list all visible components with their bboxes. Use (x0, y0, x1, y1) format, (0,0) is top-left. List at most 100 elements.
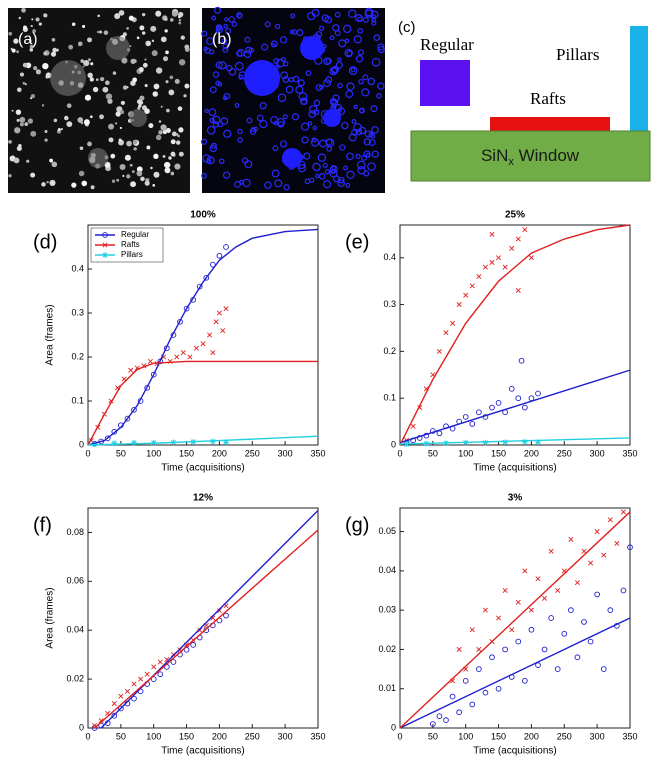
cell (105, 80, 110, 86)
data-point (131, 681, 137, 687)
cell (136, 99, 142, 105)
cell (310, 138, 320, 147)
cell (326, 146, 333, 152)
cell (206, 156, 215, 165)
cell (30, 172, 36, 178)
cell (371, 57, 381, 67)
cell (300, 122, 310, 131)
cell (68, 44, 74, 50)
cell (223, 23, 229, 29)
data-point (594, 529, 600, 535)
cell (168, 89, 175, 96)
data-point (502, 264, 508, 270)
data-point (469, 627, 475, 633)
data-point (416, 435, 423, 441)
cell (246, 117, 253, 124)
cell (119, 126, 122, 130)
cell (121, 57, 128, 64)
cell (164, 161, 171, 169)
cell (11, 109, 14, 112)
y-tick-label: 0.3 (71, 307, 84, 317)
cell (129, 163, 133, 167)
cell (334, 11, 341, 18)
data-point (410, 423, 416, 429)
data-point (124, 415, 131, 422)
data-point (561, 630, 568, 637)
y-tick-label: 0.06 (66, 576, 84, 586)
cell (145, 40, 152, 47)
cell (222, 43, 229, 50)
cell (178, 127, 184, 133)
cell (338, 39, 347, 48)
cell (355, 128, 363, 136)
cell-cluster (106, 36, 130, 60)
x-tick-label: 300 (278, 448, 293, 458)
data-point (443, 717, 449, 723)
cell (223, 129, 232, 138)
y-tick-label: 0.3 (383, 299, 396, 309)
cell (155, 10, 162, 17)
cell (325, 57, 332, 65)
data-point (574, 654, 581, 661)
cell (99, 114, 104, 120)
cell (38, 22, 42, 26)
data-point (541, 646, 548, 653)
data-point (151, 664, 157, 670)
data-point (509, 627, 515, 633)
data-point (482, 607, 488, 613)
y-tick-label: 0.01 (378, 683, 396, 693)
cell (41, 104, 45, 107)
cell (282, 114, 288, 120)
data-point (111, 428, 118, 435)
data-point (508, 385, 515, 392)
data-point (482, 439, 489, 446)
cell (144, 83, 148, 88)
cell (261, 43, 269, 51)
cell (329, 165, 338, 174)
cell (107, 98, 113, 104)
x-tick-label: 0 (397, 448, 402, 458)
cell (11, 48, 16, 53)
cell (44, 14, 48, 18)
cell (155, 134, 162, 141)
cell (138, 104, 142, 108)
chart-title: 100% (190, 210, 216, 221)
data-point (521, 438, 528, 445)
cell (315, 84, 323, 92)
cell (66, 121, 73, 128)
cell (136, 36, 140, 40)
cell-cluster (300, 36, 324, 60)
legend-marker (102, 232, 108, 238)
cell (53, 118, 58, 123)
cell (322, 162, 328, 168)
legend-marker (102, 242, 108, 248)
data-point (207, 332, 213, 338)
cell (311, 137, 317, 143)
cell (99, 30, 103, 34)
cell (41, 182, 46, 187)
cell (370, 105, 378, 113)
cell (153, 83, 160, 90)
cell (88, 58, 91, 61)
image-a-dots (8, 7, 190, 190)
cell (26, 159, 30, 163)
cell (77, 117, 84, 123)
x-tick-label: 350 (310, 448, 325, 458)
cell (307, 121, 313, 126)
cell (174, 78, 180, 84)
x-tick-label: 150 (179, 448, 194, 458)
data-point (157, 671, 164, 678)
cell (92, 86, 99, 93)
data-point (118, 705, 124, 712)
cell (139, 25, 145, 31)
cell (97, 14, 100, 18)
cell (211, 15, 217, 21)
cell (348, 9, 357, 18)
data-point (496, 255, 502, 261)
data-point (588, 560, 594, 566)
cell (13, 157, 20, 164)
cell (280, 57, 286, 63)
diagram-label: Rafts (530, 89, 566, 108)
cell (83, 60, 90, 67)
